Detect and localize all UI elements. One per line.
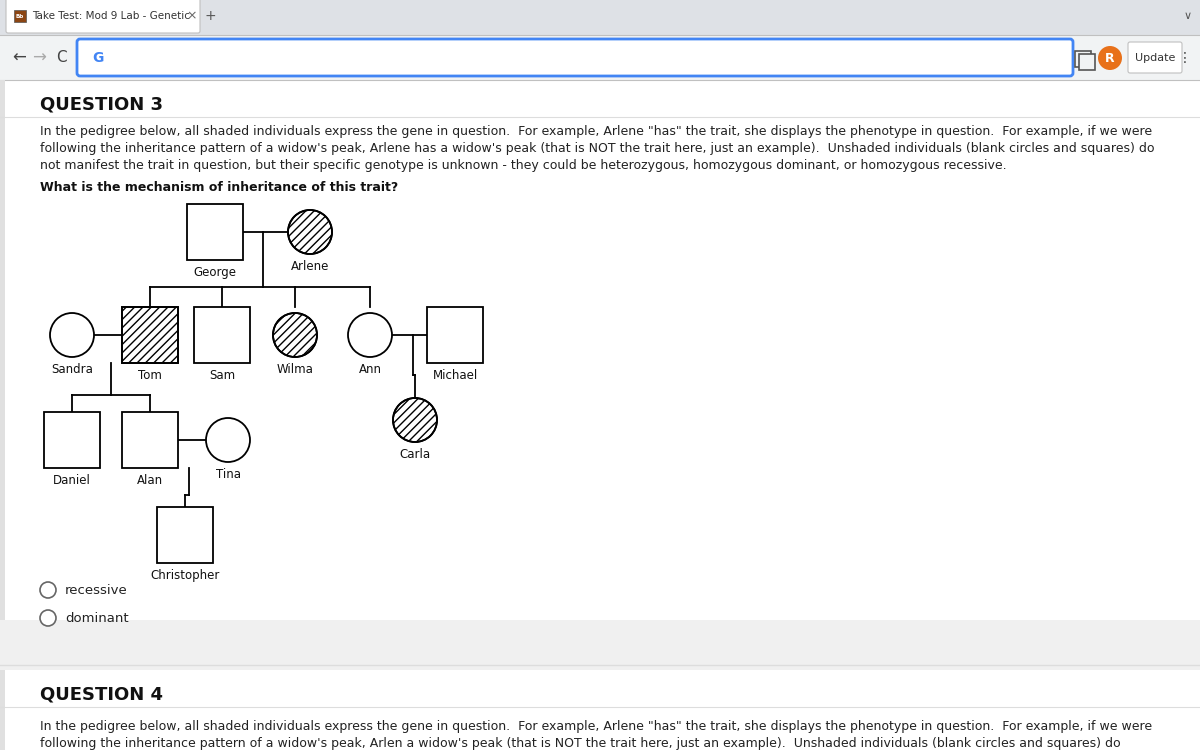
Text: Michael: Michael — [432, 369, 478, 382]
Text: ←: ← — [12, 49, 26, 67]
Text: Carla: Carla — [400, 448, 431, 461]
Text: Daniel: Daniel — [53, 474, 91, 487]
Text: Take Test: Mod 9 Lab - Genetic: Take Test: Mod 9 Lab - Genetic — [32, 11, 190, 21]
FancyBboxPatch shape — [1128, 42, 1182, 73]
Text: Update: Update — [1135, 53, 1175, 63]
Circle shape — [40, 610, 56, 626]
Bar — [122, 307, 178, 363]
Text: ∨: ∨ — [1184, 11, 1192, 21]
Bar — [44, 412, 100, 468]
Bar — [0, 80, 1200, 750]
Bar — [0, 80, 5, 750]
Circle shape — [348, 313, 392, 357]
Circle shape — [206, 418, 250, 462]
Circle shape — [274, 313, 317, 357]
Text: dominant: dominant — [65, 611, 128, 625]
Text: What is the mechanism of inheritance of this trait?: What is the mechanism of inheritance of … — [40, 181, 398, 194]
Text: ×: × — [187, 10, 197, 22]
Circle shape — [288, 210, 332, 254]
Circle shape — [1098, 46, 1122, 70]
Text: Arlene: Arlene — [290, 260, 329, 273]
Bar — [0, 620, 1200, 670]
Text: Bb: Bb — [16, 13, 24, 19]
Bar — [1075, 51, 1091, 67]
FancyBboxPatch shape — [6, 0, 200, 33]
Circle shape — [40, 582, 56, 598]
Text: →: → — [32, 49, 46, 67]
Text: following the inheritance pattern of a widow's peak, Arlene has a widow's peak (: following the inheritance pattern of a w… — [40, 142, 1154, 155]
Bar — [122, 412, 178, 468]
Bar — [187, 204, 242, 260]
FancyBboxPatch shape — [77, 39, 1073, 76]
Text: In the pedigree below, all shaded individuals express the gene in question.  For: In the pedigree below, all shaded indivi… — [40, 720, 1152, 733]
Bar — [0, 0, 1200, 35]
Bar — [157, 507, 214, 563]
Bar — [14, 10, 26, 22]
Text: R: R — [1105, 52, 1115, 64]
Circle shape — [394, 398, 437, 442]
Text: Tina: Tina — [216, 468, 240, 481]
Text: Christopher: Christopher — [150, 569, 220, 582]
Bar — [0, 35, 1200, 80]
Bar — [0, 670, 5, 720]
Text: Tom: Tom — [138, 369, 162, 382]
Bar — [122, 307, 178, 363]
Text: In the pedigree below, all shaded individuals express the gene in question.  For: In the pedigree below, all shaded indivi… — [40, 125, 1152, 138]
Text: QUESTION 4: QUESTION 4 — [40, 685, 163, 703]
Text: Alan: Alan — [137, 474, 163, 487]
Text: recessive: recessive — [65, 584, 127, 596]
Text: not manifest the trait in question, but their specific genotype is unknown - the: not manifest the trait in question, but … — [40, 159, 1007, 172]
Circle shape — [50, 313, 94, 357]
Text: Wilma: Wilma — [276, 363, 313, 376]
Text: C: C — [56, 50, 67, 65]
Text: following the inheritance pattern of a widow's peak, Arlen a widow's peak (that : following the inheritance pattern of a w… — [40, 737, 1121, 750]
Text: George: George — [193, 266, 236, 279]
Text: ⋮: ⋮ — [1178, 51, 1192, 65]
Bar — [194, 307, 250, 363]
Text: +: + — [204, 9, 216, 23]
Bar — [427, 307, 482, 363]
Text: G: G — [92, 51, 103, 65]
Bar — [1079, 54, 1096, 70]
Text: Sam: Sam — [209, 369, 235, 382]
Bar — [0, 80, 1200, 750]
Text: Ann: Ann — [359, 363, 382, 376]
Text: Sandra: Sandra — [52, 363, 92, 376]
Text: QUESTION 3: QUESTION 3 — [40, 95, 163, 113]
